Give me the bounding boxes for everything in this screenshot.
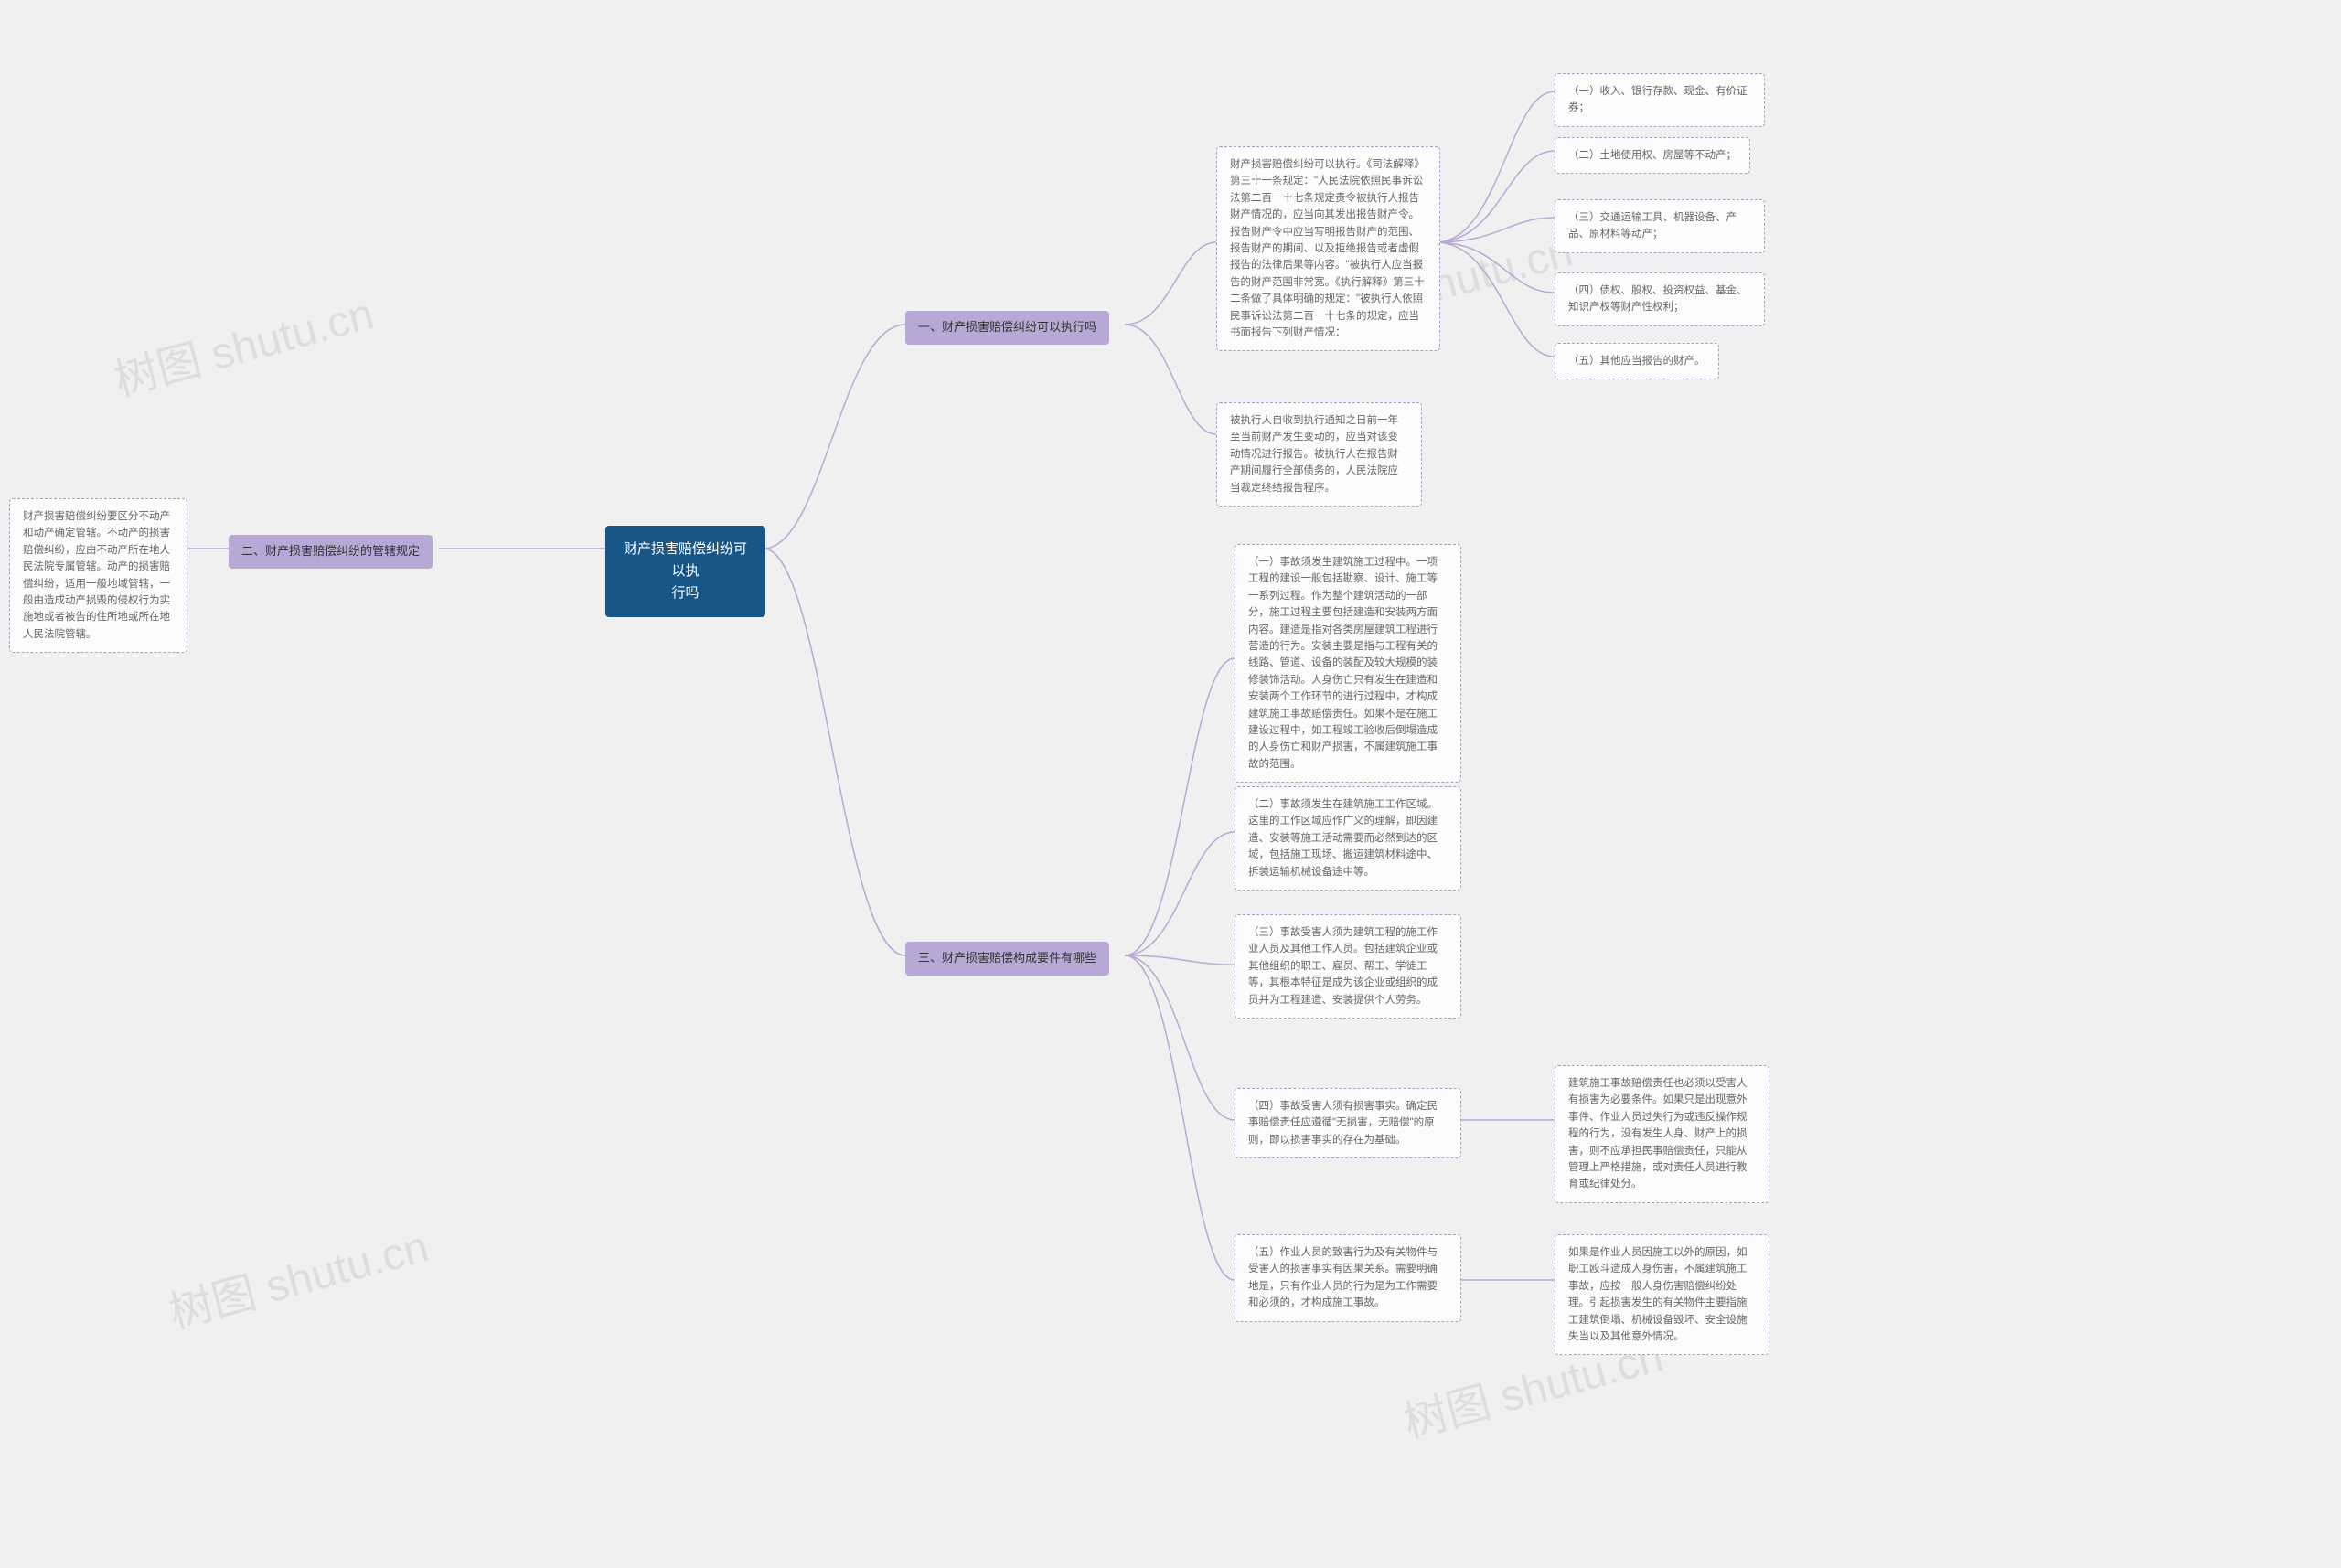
watermark: 树图 shutu.cn — [161, 1211, 434, 1341]
watermark: 树图 shutu.cn — [106, 278, 379, 409]
leaf-b3-item-4: （四）事故受害人须有损害事实。确定民事赔偿责任应遵循"无损害，无赔偿"的原则，即… — [1235, 1088, 1461, 1158]
leaf-b2-main: 财产损害赔偿纠纷要区分不动产和动产确定管辖。不动产的损害赔偿纠纷，应由不动产所在… — [9, 498, 187, 653]
branch-1: 一、财产损害赔偿纠纷可以执行吗 — [905, 311, 1109, 345]
leaf-b1-main: 财产损害赔偿纠纷可以执行。《司法解释》第三十一条规定："人民法院依照民事诉讼法第… — [1216, 146, 1440, 351]
branch-2: 二、财产损害赔偿纠纷的管辖规定 — [229, 535, 433, 569]
leaf-b1-sub-5: （五）其他应当报告的财产。 — [1555, 343, 1719, 379]
leaf-b3-sub4: 建筑施工事故赔偿责任也必须以受害人有损害为必要条件。如果只是出现意外事件、作业人… — [1555, 1065, 1769, 1203]
root-line1: 财产损害赔偿纠纷可以执 — [622, 539, 749, 582]
leaf-b1-sub-2: （二）土地使用权、房屋等不动产； — [1555, 137, 1750, 174]
leaf-b3-item-5: （五）作业人员的致害行为及有关物件与受害人的损害事实有因果关系。需要明确地是，只… — [1235, 1234, 1461, 1322]
leaf-b3-item-2: （二）事故须发生在建筑施工工作区域。这里的工作区域应作广义的理解，即因建造、安装… — [1235, 786, 1461, 891]
leaf-b1-sub-1: （一）收入、银行存款、现金、有价证券； — [1555, 73, 1765, 127]
mindmap-connectors — [0, 0, 2341, 1568]
branch-3: 三、财产损害赔偿构成要件有哪些 — [905, 942, 1109, 976]
leaf-b3-item-3: （三）事故受害人须为建筑工程的施工作业人员及其他工作人员。包括建筑企业或其他组织… — [1235, 914, 1461, 1019]
leaf-b1-sub-4: （四）债权、股权、投资权益、基金、知识产权等财产性权利； — [1555, 272, 1765, 326]
root-node: 财产损害赔偿纠纷可以执 行吗 — [605, 526, 765, 617]
root-line2: 行吗 — [622, 582, 749, 604]
leaf-b1-extra: 被执行人自收到执行通知之日前一年至当前财产发生变动的，应当对该变动情况进行报告。… — [1216, 402, 1422, 507]
leaf-b3-sub5: 如果是作业人员因施工以外的原因，如职工殴斗造成人身伤害，不属建筑施工事故，应按一… — [1555, 1234, 1769, 1355]
leaf-b1-sub-3: （三）交通运输工具、机器设备、产品、原材料等动产； — [1555, 199, 1765, 253]
leaf-b3-item-1: （一）事故须发生建筑施工过程中。一项工程的建设一般包括勘察、设计、施工等一系列过… — [1235, 544, 1461, 783]
